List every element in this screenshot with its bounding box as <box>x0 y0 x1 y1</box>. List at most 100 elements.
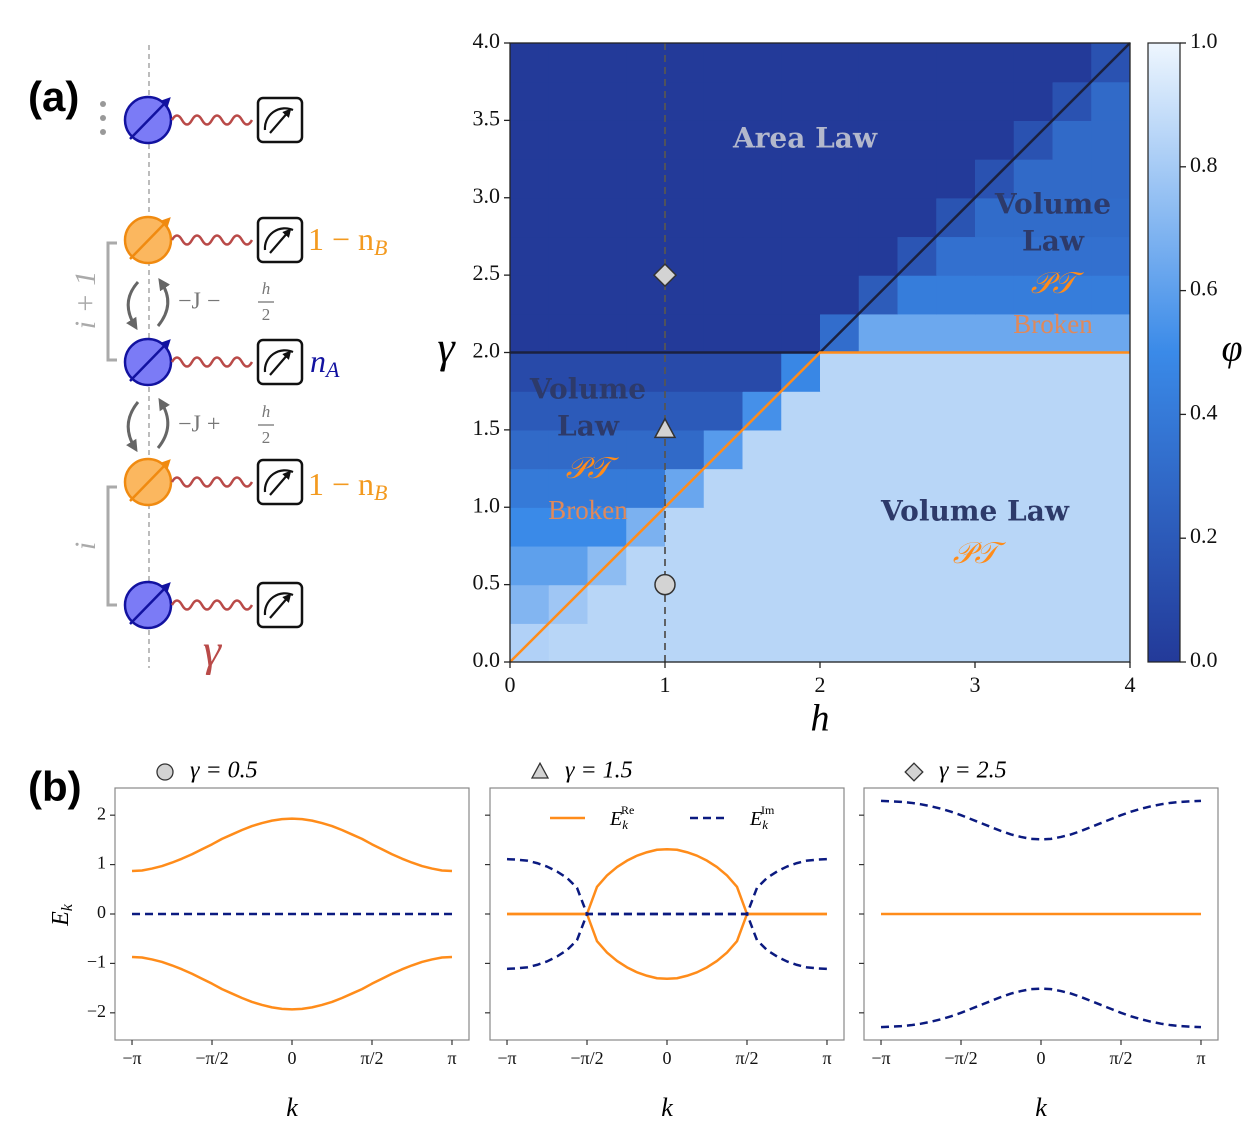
legend-label: EkIm <box>749 803 775 832</box>
heatmap-cell <box>665 507 705 547</box>
heatmap-cell <box>742 429 782 470</box>
heatmap-cell <box>742 81 782 121</box>
x-tick-label: −π/2 <box>570 1048 603 1068</box>
ellipsis <box>100 101 106 135</box>
heatmap-cell <box>1091 81 1130 121</box>
heatmap-cell <box>587 507 627 547</box>
heatmap-cell <box>703 43 744 83</box>
heatmap-cell <box>742 275 782 315</box>
heatmap-cell <box>587 236 627 276</box>
text: B <box>374 235 387 260</box>
heatmap-cell <box>820 197 860 238</box>
heatmap-cell <box>1052 159 1092 199</box>
x-tick-label: 0 <box>505 672 516 697</box>
series-line <box>131 817 453 873</box>
heatmap-cell <box>742 159 782 199</box>
heatmap-cell <box>1091 236 1130 276</box>
series-line <box>880 987 1202 1029</box>
x-tick-label: π/2 <box>360 1048 383 1068</box>
heatmap-cell <box>820 391 860 431</box>
panel-label: (a) <box>28 73 79 120</box>
heatmap-cell <box>1091 429 1130 470</box>
y-axis-label: Ek <box>48 903 76 927</box>
heatmap-cell <box>703 545 744 586</box>
x-tick-label: 4 <box>1125 672 1136 697</box>
heatmap-cell <box>626 313 666 354</box>
heatmap-cell <box>587 43 627 83</box>
heatmap-cell <box>742 623 782 663</box>
heatmap-cell <box>626 275 666 315</box>
heatmap-cell <box>1052 275 1092 315</box>
y-tick-label: 4.0 <box>473 28 501 53</box>
heatmap-cell <box>975 584 1015 624</box>
text: A <box>324 357 340 382</box>
y-tick-label: −2 <box>87 1001 106 1021</box>
heatmap-cell <box>975 507 1015 547</box>
heatmap-cell <box>897 313 937 354</box>
heatmap-cell <box>626 468 666 508</box>
heatmap-cell <box>897 352 937 392</box>
heatmap-cell <box>548 391 589 431</box>
y-axis-label: γ <box>437 323 456 372</box>
heatmap-cell <box>703 623 744 663</box>
heatmap-cell <box>1052 120 1092 160</box>
hop-arrows <box>126 278 171 453</box>
site <box>125 582 302 628</box>
colorbar-tick-label: 0.2 <box>1190 523 1218 548</box>
text: B <box>374 480 387 505</box>
heatmap-cell <box>820 623 860 663</box>
heatmap-cell <box>1013 275 1054 315</box>
x-tick-label: π <box>447 1048 456 1068</box>
heatmap-cell <box>742 468 782 508</box>
x-tick-label: π/2 <box>1109 1048 1132 1068</box>
heatmap-cell <box>510 352 550 392</box>
heatmap-cell <box>1091 507 1130 547</box>
x-tick-label: 0 <box>288 1048 297 1068</box>
heatmap-cell <box>742 236 782 276</box>
heatmap-cell <box>587 352 627 392</box>
y-tick-label: 1.5 <box>473 415 501 440</box>
heatmap-cell <box>897 275 937 315</box>
heatmap-cell <box>781 584 821 624</box>
heatmap-cell <box>781 429 821 470</box>
heatmap-cell <box>1091 120 1130 160</box>
heatmap-cell <box>548 120 589 160</box>
colorbar-tick-label: 0.0 <box>1190 647 1218 672</box>
heatmap-cell <box>781 313 821 354</box>
heatmap-cell <box>548 623 589 663</box>
text: E <box>749 808 762 830</box>
heatmap-cell <box>742 507 782 547</box>
colorbar <box>1147 42 1181 663</box>
heatmap-cell <box>820 429 860 470</box>
heatmap-cell <box>820 275 860 315</box>
text: 1 − n <box>308 221 374 257</box>
heatmap-cell <box>510 507 550 547</box>
heatmap-cell <box>936 43 976 83</box>
heatmap-cell <box>587 584 627 624</box>
heatmap-cell <box>975 468 1015 508</box>
heatmap-cell <box>587 623 627 663</box>
heatmap-cell <box>781 275 821 315</box>
heatmap-cell <box>936 81 976 121</box>
title-marker <box>156 763 174 781</box>
heatmap-cell <box>975 197 1015 238</box>
text: n <box>310 343 326 379</box>
heatmap-cell <box>587 391 627 431</box>
heatmap-cell <box>1013 159 1054 199</box>
schematic: i + 1 i 1 − nB nA 1 − nB −J − h 2 −J + h… <box>69 45 388 676</box>
heatmap-cell <box>1091 352 1130 392</box>
heatmap-cell <box>587 81 627 121</box>
annotation: Law <box>1022 225 1085 258</box>
occupation-label: nA <box>310 343 340 382</box>
heatmap-cell <box>858 507 899 547</box>
heatmap-cell <box>510 43 550 83</box>
heatmap-cell <box>510 159 550 199</box>
heatmap-cell <box>936 352 976 392</box>
heatmap-cell <box>665 120 705 160</box>
heatmap-cell <box>975 120 1015 160</box>
heatmap-cell <box>1052 313 1092 354</box>
colorbar-tick-label: 0.4 <box>1190 399 1218 424</box>
heatmap-cell <box>781 507 821 547</box>
heatmap-cell <box>1013 545 1054 586</box>
